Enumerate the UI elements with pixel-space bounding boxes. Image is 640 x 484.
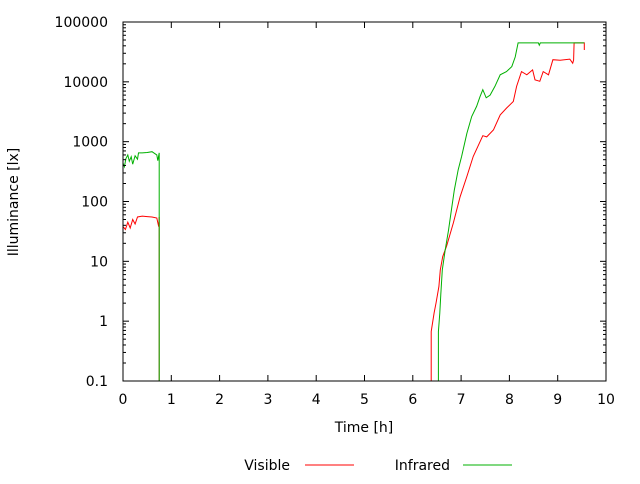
- y-tick-labels: 0.1 1 10 100 1000 10000 100000: [55, 15, 108, 390]
- ticks-layer: [122, 21, 607, 382]
- x-tick-label: 6: [408, 392, 417, 408]
- x-tick-label: 5: [360, 392, 369, 408]
- x-axis-label: Time [h]: [334, 420, 394, 436]
- series-line-infrared: [122, 42, 585, 381]
- y-tick-label: 1000: [72, 135, 108, 151]
- y-axis-label: Illuminance [lx]: [6, 148, 22, 257]
- legend: Visible Infrared: [244, 458, 512, 474]
- y-tick-label: 100000: [55, 15, 108, 31]
- legend-label-visible: Visible: [244, 458, 290, 474]
- y-tick-label: 0.1: [86, 374, 108, 390]
- x-tick-labels: 0 1 2 3 4 5 6 7 8 9 10: [119, 392, 615, 408]
- x-tick-label: 7: [457, 392, 466, 408]
- series-line-visible: [122, 42, 585, 381]
- x-tick-label: 9: [553, 392, 562, 408]
- series-layer: [122, 42, 585, 381]
- x-tick-label: 8: [505, 392, 514, 408]
- x-tick-label: 1: [167, 392, 176, 408]
- x-tick-label: 2: [215, 392, 224, 408]
- y-tick-label: 100: [81, 195, 108, 211]
- y-tick-label: 1: [99, 314, 108, 330]
- x-tick-label: 10: [597, 392, 615, 408]
- x-tick-label: 3: [263, 392, 272, 408]
- y-tick-label: 10: [90, 254, 108, 270]
- x-tick-label: 0: [119, 392, 128, 408]
- x-tick-label: 4: [312, 392, 321, 408]
- legend-label-infrared: Infrared: [395, 458, 450, 474]
- y-tick-label: 10000: [63, 75, 108, 91]
